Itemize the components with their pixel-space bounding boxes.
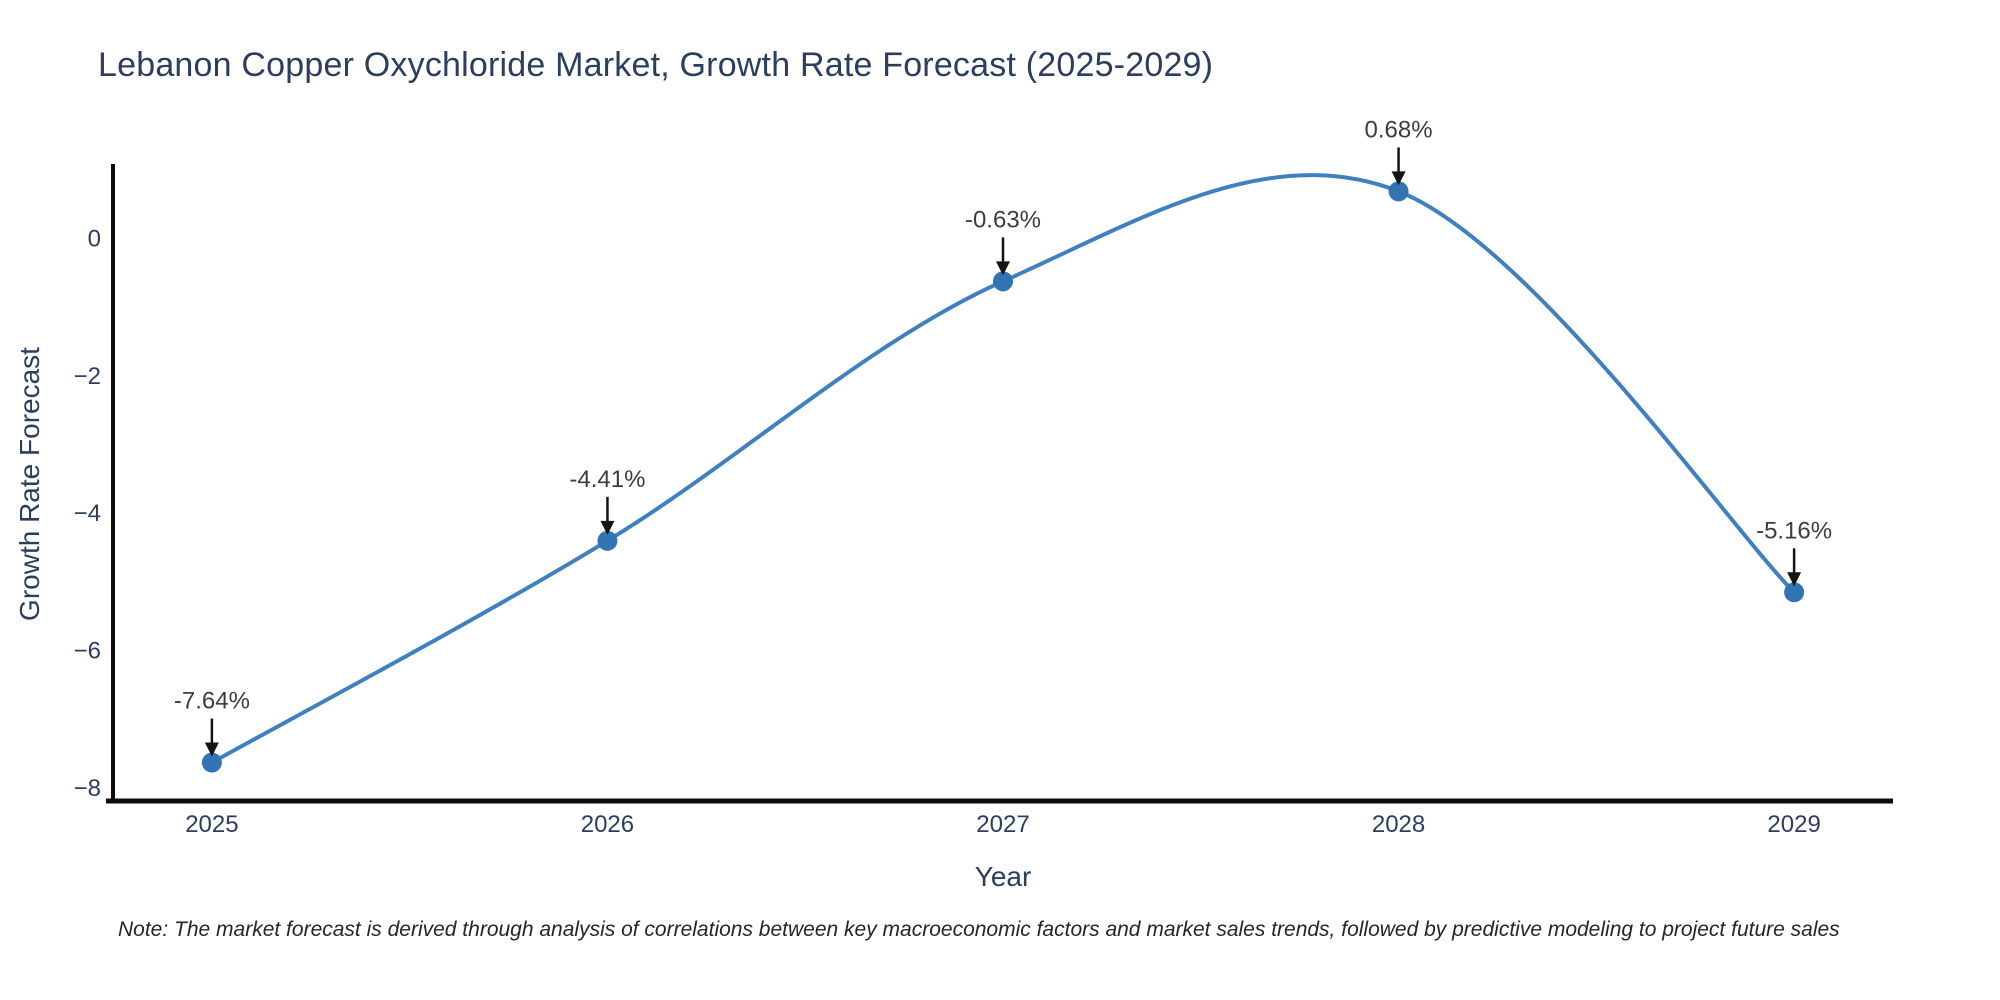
data-label-2027: -0.63% bbox=[965, 206, 1041, 233]
data-point-2026[interactable] bbox=[597, 530, 618, 551]
y-tick-0: 0 bbox=[88, 226, 101, 253]
annotation-arrowhead-2025 bbox=[204, 742, 219, 757]
data-label-2025: -7.64% bbox=[174, 688, 250, 715]
y-tick--6: −6 bbox=[74, 637, 101, 664]
annotation-arrowhead-2026 bbox=[600, 520, 615, 535]
x-axis-title: Year bbox=[974, 861, 1032, 892]
data-point-2025[interactable] bbox=[201, 752, 222, 773]
y-axis-title: Growth Rate Forecast bbox=[14, 347, 45, 621]
x-tick-2028: 2028 bbox=[1372, 811, 1425, 838]
x-tick-2027: 2027 bbox=[976, 811, 1029, 838]
y-tick--4: −4 bbox=[74, 500, 101, 527]
y-tick--2: −2 bbox=[74, 363, 101, 390]
data-label-2026: -4.41% bbox=[569, 466, 645, 493]
chart-title: Lebanon Copper Oxychloride Market, Growt… bbox=[98, 46, 1214, 84]
y-tick--8: −8 bbox=[74, 775, 101, 802]
data-point-2028[interactable] bbox=[1388, 181, 1409, 202]
forecast-line bbox=[209, 173, 1797, 765]
data-point-2027[interactable] bbox=[993, 271, 1013, 292]
annotation-arrowhead-2029 bbox=[1787, 572, 1802, 587]
data-label-2029: -5.16% bbox=[1756, 517, 1832, 544]
footnote: Note: The market forecast is derived thr… bbox=[118, 918, 1840, 941]
data-label-2028: 0.68% bbox=[1365, 116, 1433, 143]
x-tick-2026: 2026 bbox=[581, 811, 634, 838]
annotation-arrowhead-2028 bbox=[1391, 171, 1406, 186]
data-point-2029[interactable] bbox=[1784, 582, 1805, 603]
x-tick-2029: 2029 bbox=[1767, 811, 1820, 838]
annotation-arrowhead-2027 bbox=[996, 261, 1010, 276]
x-tick-2025: 2025 bbox=[185, 811, 238, 838]
